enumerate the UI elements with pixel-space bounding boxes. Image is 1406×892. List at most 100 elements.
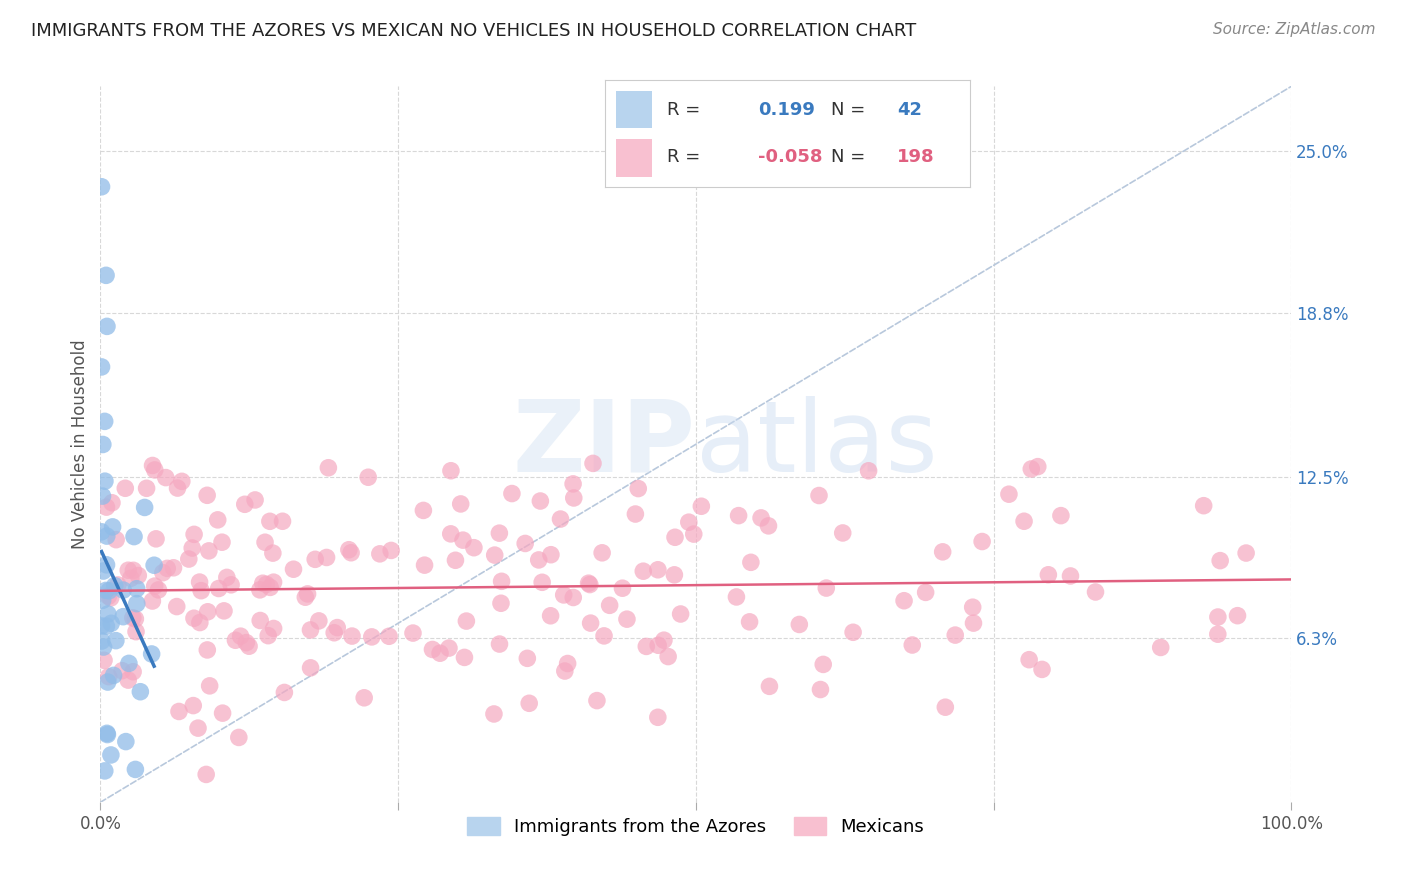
Point <box>117 563 139 577</box>
Point <box>90 179 112 194</box>
Y-axis label: No Vehicles in Household: No Vehicles in Household <box>72 340 89 549</box>
Point <box>599 599 621 613</box>
Point <box>170 475 193 489</box>
Point <box>263 575 285 590</box>
Point <box>100 616 122 631</box>
Point <box>758 679 780 693</box>
Text: R =: R = <box>666 102 700 120</box>
Point <box>134 500 156 515</box>
Point <box>429 646 451 660</box>
Point <box>690 500 713 514</box>
Point <box>97 675 120 690</box>
Point <box>156 561 179 575</box>
Point <box>1018 653 1040 667</box>
Point <box>97 607 120 621</box>
Point <box>162 561 184 575</box>
Point <box>482 706 505 721</box>
Point <box>91 437 114 451</box>
Point <box>1234 546 1257 560</box>
Point <box>135 481 157 495</box>
Point <box>1209 554 1232 568</box>
Point <box>557 657 579 671</box>
Point <box>488 526 510 541</box>
Point <box>94 474 117 488</box>
Point <box>515 536 537 550</box>
Point <box>627 482 650 496</box>
Point <box>540 608 562 623</box>
Point <box>297 587 319 601</box>
Point <box>553 588 575 602</box>
Point <box>810 682 832 697</box>
Point <box>143 558 166 573</box>
Point <box>516 651 538 665</box>
Point <box>120 571 142 585</box>
Point <box>1206 610 1229 624</box>
Point <box>254 577 277 591</box>
Point <box>177 552 200 566</box>
Point <box>188 615 211 630</box>
Point <box>252 576 274 591</box>
Point <box>463 541 485 555</box>
Point <box>259 514 281 528</box>
Point <box>235 635 257 649</box>
Point <box>437 641 460 656</box>
Point <box>725 590 748 604</box>
Point <box>579 616 602 631</box>
Point <box>224 633 246 648</box>
Point <box>124 763 146 777</box>
Point <box>586 693 609 707</box>
Point <box>104 579 127 593</box>
Point <box>579 577 602 591</box>
Point <box>238 639 260 653</box>
Point <box>562 476 585 491</box>
Point <box>187 721 209 735</box>
Point <box>188 575 211 590</box>
Point <box>554 664 576 678</box>
Point <box>299 623 322 637</box>
Point <box>259 581 281 595</box>
Point <box>148 582 170 597</box>
Bar <box>616 91 652 128</box>
Point <box>181 541 204 555</box>
Point <box>914 585 936 599</box>
Point <box>195 643 218 657</box>
Point <box>97 670 120 684</box>
Text: 198: 198 <box>897 148 935 166</box>
Point <box>402 626 425 640</box>
Point <box>167 705 190 719</box>
Text: 42: 42 <box>897 102 922 120</box>
Point <box>105 533 128 547</box>
Point <box>943 628 966 642</box>
Text: R =: R = <box>666 148 700 166</box>
Point <box>591 546 613 560</box>
Point <box>212 604 235 618</box>
Point <box>155 470 177 484</box>
Point <box>273 685 295 699</box>
Point <box>1031 662 1053 676</box>
Point <box>121 611 143 625</box>
Point <box>808 489 831 503</box>
Text: ZIP: ZIP <box>513 396 696 492</box>
Text: N =: N = <box>831 102 866 120</box>
Point <box>657 649 679 664</box>
Point <box>1019 462 1042 476</box>
Point <box>831 525 853 540</box>
Text: IMMIGRANTS FROM THE AZORES VS MEXICAN NO VEHICLES IN HOUSEHOLD CORRELATION CHART: IMMIGRANTS FROM THE AZORES VS MEXICAN NO… <box>31 22 917 40</box>
Point <box>633 564 655 578</box>
Point <box>562 491 585 505</box>
Point <box>141 594 163 608</box>
Point <box>380 543 402 558</box>
Point <box>1059 569 1081 583</box>
Point <box>368 547 391 561</box>
Point <box>758 519 780 533</box>
Point <box>101 520 124 534</box>
Point <box>96 558 118 572</box>
Point <box>96 319 118 334</box>
Point <box>233 497 256 511</box>
Point <box>262 546 284 560</box>
Point <box>207 513 229 527</box>
Point <box>141 458 163 473</box>
Point <box>647 710 669 724</box>
Point <box>738 615 761 629</box>
Point <box>652 633 675 648</box>
